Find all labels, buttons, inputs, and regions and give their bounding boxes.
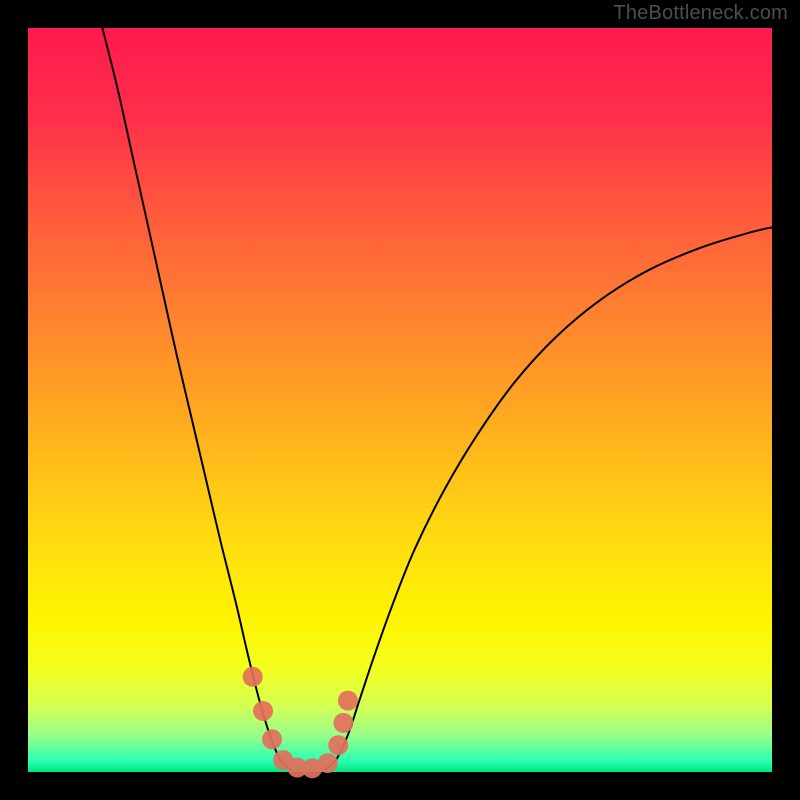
value-marker bbox=[262, 729, 282, 749]
value-marker bbox=[253, 701, 273, 721]
plot-background bbox=[28, 28, 772, 772]
value-marker bbox=[318, 753, 338, 773]
value-marker bbox=[243, 667, 263, 687]
value-marker bbox=[338, 691, 358, 711]
watermark-text: TheBottleneck.com bbox=[613, 2, 788, 25]
value-marker bbox=[333, 713, 353, 733]
bottleneck-chart bbox=[0, 0, 800, 800]
stage: TheBottleneck.com bbox=[0, 0, 800, 800]
value-marker bbox=[328, 735, 348, 755]
